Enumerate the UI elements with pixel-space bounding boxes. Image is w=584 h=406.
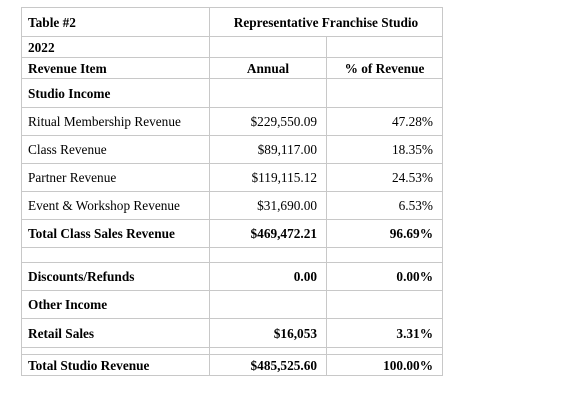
row-item: Retail Sales <box>21 318 210 348</box>
row-item: Event & Workshop Revenue <box>21 191 210 220</box>
empty-cell <box>326 78 443 108</box>
section-label: Other Income <box>21 290 210 319</box>
empty-cell <box>209 247 327 263</box>
spacer-row <box>21 247 443 263</box>
row-item: Total Class Sales Revenue <box>21 219 210 248</box>
empty-cell <box>209 290 327 319</box>
table-row: Class Revenue $89,117.00 18.35% <box>21 135 443 164</box>
year-cell: 2022 <box>21 36 210 58</box>
retail-row: Retail Sales $16,053 3.31% <box>21 318 443 348</box>
row-annual: $31,690.00 <box>209 191 327 220</box>
discounts-row: Discounts/Refunds 0.00 0.00% <box>21 262 443 291</box>
empty-cell <box>209 78 327 108</box>
table-row: Partner Revenue $119,115.12 24.53% <box>21 163 443 192</box>
row-pct: 47.28% <box>326 107 443 136</box>
section-label: Studio Income <box>21 78 210 108</box>
revenue-table: Table #2 Representative Franchise Studio… <box>21 7 443 376</box>
empty-cell <box>21 347 210 355</box>
empty-cell <box>326 247 443 263</box>
column-header-pct: % of Revenue <box>326 57 443 79</box>
row-annual: $485,525.60 <box>209 354 327 376</box>
empty-cell <box>21 247 210 263</box>
empty-cell <box>209 347 327 355</box>
column-header-row: Revenue Item Annual % of Revenue <box>21 57 443 79</box>
table-row: Ritual Membership Revenue $229,550.09 47… <box>21 107 443 136</box>
row-annual: 0.00 <box>209 262 327 291</box>
table-row: Event & Workshop Revenue $31,690.00 6.53… <box>21 191 443 220</box>
column-header-item: Revenue Item <box>21 57 210 79</box>
table-label: Table #2 <box>21 7 210 37</box>
row-annual: $89,117.00 <box>209 135 327 164</box>
row-pct: 96.69% <box>326 219 443 248</box>
table-header-title: Representative Franchise Studio <box>209 7 443 37</box>
column-header-annual: Annual <box>209 57 327 79</box>
row-item: Discounts/Refunds <box>21 262 210 291</box>
empty-cell <box>209 36 327 58</box>
row-annual: $469,472.21 <box>209 219 327 248</box>
row-pct: 100.00% <box>326 354 443 376</box>
row-annual: $16,053 <box>209 318 327 348</box>
empty-cell <box>326 36 443 58</box>
total-class-row: Total Class Sales Revenue $469,472.21 96… <box>21 219 443 248</box>
section-row-other-income: Other Income <box>21 290 443 319</box>
row-item: Partner Revenue <box>21 163 210 192</box>
row-annual: $229,550.09 <box>209 107 327 136</box>
empty-cell <box>326 290 443 319</box>
row-item: Class Revenue <box>21 135 210 164</box>
spacer-row <box>21 347 443 355</box>
row-item: Ritual Membership Revenue <box>21 107 210 136</box>
section-row-studio-income: Studio Income <box>21 78 443 108</box>
empty-cell <box>326 347 443 355</box>
year-row: 2022 <box>21 36 443 58</box>
table-title-row: Table #2 Representative Franchise Studio <box>21 7 443 37</box>
row-pct: 3.31% <box>326 318 443 348</box>
row-pct: 18.35% <box>326 135 443 164</box>
row-pct: 24.53% <box>326 163 443 192</box>
row-item: Total Studio Revenue <box>21 354 210 376</box>
row-annual: $119,115.12 <box>209 163 327 192</box>
row-pct: 0.00% <box>326 262 443 291</box>
total-studio-row: Total Studio Revenue $485,525.60 100.00% <box>21 354 443 376</box>
row-pct: 6.53% <box>326 191 443 220</box>
